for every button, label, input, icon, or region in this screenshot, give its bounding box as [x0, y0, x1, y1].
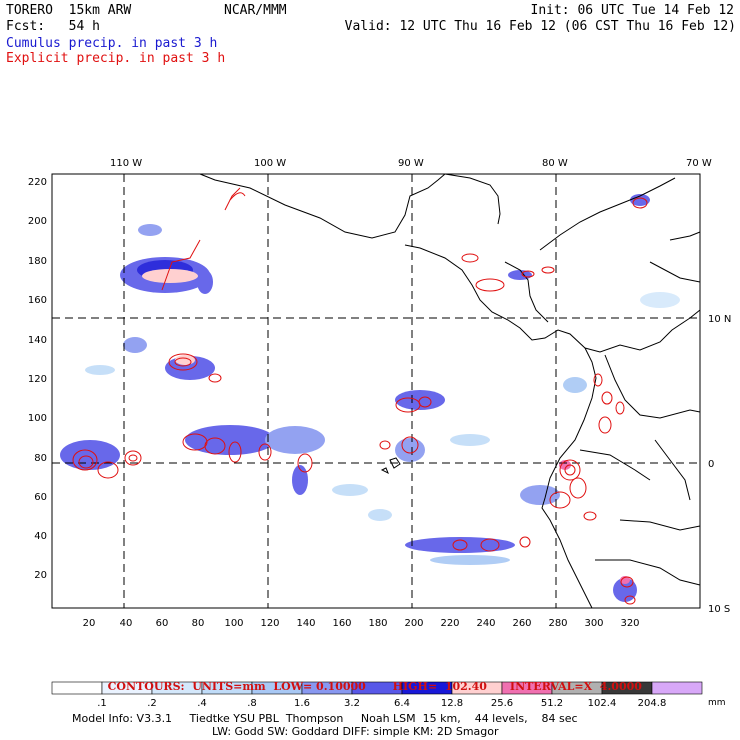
y-tick: 40 — [34, 531, 47, 542]
explicit-legend: Explicit precip. in past 3 h — [6, 51, 226, 66]
contours-units: UNITS=mm — [192, 680, 266, 693]
x-tick: 20 — [83, 618, 96, 629]
coastlines — [199, 173, 701, 609]
colorbar-label: 25.6 — [491, 698, 513, 709]
lon-label-110w: 110 W — [110, 158, 142, 169]
contours-low: LOW= 0.10000 — [273, 680, 366, 693]
init-time: Init: 06 UTC Tue 14 Feb 12 — [530, 3, 735, 18]
lon-labels: 110 W 100 W 90 W 80 W 70 W — [110, 158, 712, 169]
y-tick: 120 — [28, 374, 47, 385]
x-tick: 260 — [512, 618, 531, 629]
x-tick-labels: 20 40 60 80 100 120 140 160 180 200 220 … — [83, 618, 640, 629]
colorbar-label: 6.4 — [394, 698, 410, 709]
colorbar-label: 1.6 — [294, 698, 310, 709]
x-tick: 220 — [440, 618, 459, 629]
lat-label-10s: 10 S — [708, 604, 730, 615]
colorbar-label: .8 — [247, 698, 257, 709]
contours-info: CONTOURS: UNITS=mm LOW= 0.10000 HIGH= 10… — [100, 667, 642, 693]
colorbar: .1 .2 .4 .8 1.6 3.2 6.4 12.8 25.6 51.2 102.4 204.8 — [51, 681, 703, 709]
y-tick: 140 — [28, 335, 47, 346]
lat-labels: 10 N 0 10 S — [708, 314, 731, 615]
colorbar-label: 102.4 — [588, 698, 617, 709]
model-info: Model Info: V3.3.1 Tiedtke YSU PBL Thomp… — [72, 712, 578, 725]
x-tick: 120 — [260, 618, 279, 629]
cumulus-shading — [60, 194, 680, 602]
y-tick: 20 — [34, 570, 47, 581]
colorbar-label: .2 — [147, 698, 157, 709]
lon-label-90w: 90 W — [398, 158, 424, 169]
physics-info: LW: Godd SW: Goddard DIFF: simple KM: 2D… — [212, 725, 499, 738]
graticule — [52, 174, 700, 608]
explicit-contours — [72, 187, 648, 605]
y-tick: 200 — [28, 216, 47, 227]
model-title: TORERO 15km ARW — [6, 3, 132, 18]
x-tick: 80 — [192, 618, 205, 629]
lon-label-80w: 80 W — [542, 158, 568, 169]
x-tick: 160 — [332, 618, 351, 629]
y-tick: 180 — [28, 256, 47, 267]
colorbar-label: 12.8 — [441, 698, 463, 709]
contours-high: HIGH= 102.40 — [392, 680, 487, 693]
y-tick: 100 — [28, 413, 47, 424]
valid-time: Valid: 12 UTC Thu 16 Feb 12 (06 CST Thu … — [344, 19, 736, 34]
colorbar-label: .1 — [97, 698, 107, 709]
y-tick-labels: 220 200 180 160 140 120 100 80 60 40 20 — [28, 177, 47, 581]
org-label: NCAR/MMM — [224, 3, 287, 18]
colorbar-label: 3.2 — [344, 698, 360, 709]
x-tick: 140 — [296, 618, 315, 629]
cumulus-legend: Cumulus precip. in past 3 h — [6, 36, 218, 51]
forecast-hour: Fcst: 54 h — [6, 19, 100, 34]
map-frame — [51, 173, 701, 609]
x-tick: 280 — [548, 618, 567, 629]
y-tick: 160 — [28, 295, 47, 306]
colorbar-label: .4 — [197, 698, 207, 709]
contours-label: CONTOURS: — [107, 680, 185, 693]
x-tick: 300 — [584, 618, 603, 629]
x-tick: 200 — [404, 618, 423, 629]
x-tick: 100 — [224, 618, 243, 629]
x-tick: 320 — [620, 618, 639, 629]
y-tick: 220 — [28, 177, 47, 188]
contours-interval: INTERVAL=X 4.0000 — [509, 680, 642, 693]
x-tick: 60 — [156, 618, 169, 629]
x-tick: 180 — [368, 618, 387, 629]
lat-label-10n: 10 N — [708, 314, 731, 325]
colorbar-label: 51.2 — [541, 698, 563, 709]
y-tick: 80 — [34, 453, 47, 464]
lon-label-100w: 100 W — [254, 158, 286, 169]
colorbar-unit: mm — [708, 698, 726, 708]
y-tick: 60 — [34, 492, 47, 503]
colorbar-label: 204.8 — [638, 698, 667, 709]
lon-label-70w: 70 W — [686, 158, 712, 169]
colorbar-swatch — [651, 681, 703, 695]
lat-label-0: 0 — [708, 459, 714, 470]
colorbar-swatch — [51, 681, 103, 695]
x-tick: 240 — [476, 618, 495, 629]
x-tick: 40 — [120, 618, 133, 629]
